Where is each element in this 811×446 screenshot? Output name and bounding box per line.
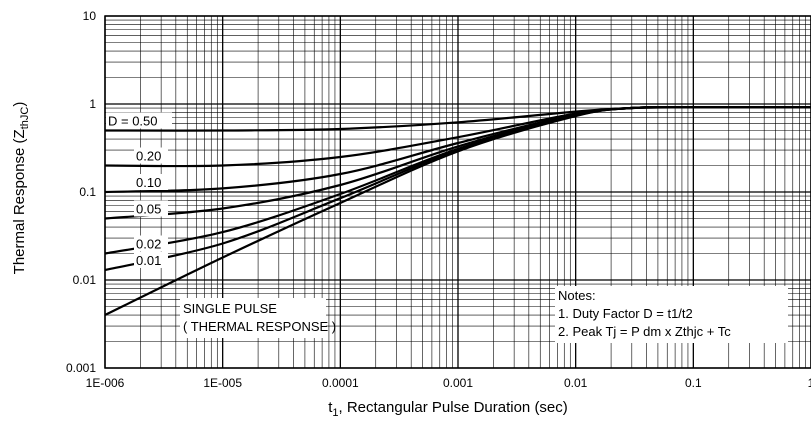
y-tick-label: 1 [89, 97, 96, 111]
x-tick-label: 0.001 [443, 376, 473, 390]
series-label: 0.20 [136, 149, 161, 164]
y-axis-title: Thermal Response (ZthJC) [11, 102, 31, 275]
x-tick-label: 0.0001 [322, 376, 359, 390]
series-layer [104, 106, 811, 316]
note-duty-factor: 1. Duty Factor D = t1/t2 [558, 306, 693, 321]
series-label-bg [134, 174, 168, 190]
note-peak-tj: 2. Peak Tj = P dm x Zthjc + Tc [558, 324, 731, 339]
thermal-response-label: ( THERMAL RESPONSE ) [183, 319, 336, 334]
x-tick-label: 0.01 [564, 376, 588, 390]
y-tick-labels: 0.001 0.01 0.1 1 10 [66, 9, 96, 375]
x-tick-label: 1E-005 [203, 376, 242, 390]
x-tick-label: 1E-006 [86, 376, 125, 390]
y-tick-label: 0.01 [73, 273, 97, 287]
notes-box [555, 286, 788, 343]
x-tick-label: 1 [808, 376, 811, 390]
series-labels: D = 0.50 0.20 0.10 0.05 0.020.01 [106, 112, 172, 268]
series-label: 0.01 [136, 253, 161, 268]
single-pulse-box [180, 298, 326, 338]
series-label-bg [134, 235, 168, 252]
series-label-bg [134, 251, 168, 268]
series-label: D = 0.50 [108, 113, 158, 128]
y-tick-label: 0.001 [66, 361, 96, 375]
x-tick-label: 0.1 [685, 376, 702, 390]
single-pulse-label: SINGLE PULSE [183, 301, 277, 316]
series-label-bg [106, 112, 172, 129]
x-axis-title: t1, Rectangular Pulse Duration (sec) [328, 399, 568, 419]
notes-title: Notes: [558, 288, 596, 303]
series-label: 0.02 [136, 237, 161, 252]
series-label: 0.05 [136, 201, 161, 216]
series-label-bg [134, 147, 168, 164]
series-label-bg [134, 200, 168, 217]
x-tick-labels: 1E-006 1E-005 0.0001 0.001 0.01 0.1 1 [86, 376, 811, 390]
y-tick-label: 0.1 [79, 185, 96, 199]
series-line-single-pulse [104, 106, 811, 316]
y-tick-label: 10 [83, 9, 97, 23]
series-label: 0.10 [136, 175, 161, 190]
